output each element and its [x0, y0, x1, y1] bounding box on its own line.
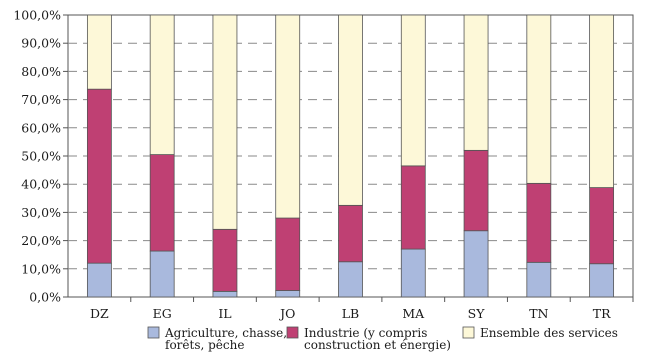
x-tick-label: DZ [90, 306, 109, 321]
bar-segment-ma-s3 [400, 14, 426, 167]
x-tick-label: IL [218, 306, 231, 321]
bar-segment-eg-s3 [149, 14, 175, 155]
bar-segment-tr-s2 [589, 187, 615, 265]
y-tick-label: 70,0% [21, 92, 61, 107]
y-tick-label: 30,0% [21, 205, 61, 220]
x-tick-label: MA [402, 306, 425, 321]
legend-swatch [147, 326, 160, 339]
x-tick-label: EG [153, 306, 172, 321]
x-tick-label: TN [529, 306, 548, 321]
y-tick-label: 90,0% [21, 36, 61, 51]
y-axis: 0,0% 10,0% 20,0% 30,0% 40,0% 50,0% 60,0% 70,0% 8… [13, 8, 68, 305]
legend-label-line: forêts, pêche [165, 338, 244, 352]
legend-label-line: Agriculture, chasse, [164, 326, 287, 340]
bar-segment-tn-s3 [526, 14, 552, 184]
y-tick-label: 20,0% [21, 233, 61, 248]
x-tick-label: JO [278, 306, 295, 321]
y-tick-label: 100,0% [13, 8, 61, 23]
bar-segment-sy-s2 [463, 149, 489, 232]
y-tick-label: 60,0% [21, 120, 61, 135]
bar-segment-ma-s2 [400, 165, 426, 250]
bar-segment-sy-s1 [463, 230, 489, 298]
bar-segment-lb-s3 [338, 14, 363, 206]
bar-segment-il-s2 [212, 228, 238, 292]
x-tick-label: TR [593, 306, 611, 321]
bar-segment-lb-s2 [338, 204, 363, 263]
bar-segment-jo-s2 [275, 217, 301, 291]
legend-label-line: Ensemble des services [480, 326, 618, 340]
bar-segment-jo-s3 [275, 14, 301, 219]
y-tick-label: 0,0% [29, 290, 61, 305]
bar-segment-dz-s1 [86, 262, 112, 298]
x-tick-label: LB [342, 306, 360, 321]
y-tick-label: 40,0% [21, 177, 61, 192]
bar-segment-il-s1 [212, 290, 238, 298]
bar-segment-tr-s1 [589, 263, 615, 298]
legend-label: Agriculture, chasse, forêts, pêche [164, 326, 287, 352]
x-tick-label: SY [468, 306, 486, 321]
legend-label: Industrie (y compris construction et éner… [304, 326, 451, 352]
bar-segment-tr-s3 [589, 14, 615, 188]
legend-label-line: Industrie (y compris [304, 326, 427, 340]
y-tick-label: 10,0% [21, 261, 61, 276]
bar-segment-dz-s3 [86, 14, 112, 90]
bar-segment-dz-s2 [86, 88, 112, 264]
bar-segment-il-s3 [212, 14, 238, 230]
bar-segment-jo-s1 [275, 290, 301, 298]
bar-segment-tn-s1 [526, 261, 552, 298]
bar-segment-ma-s1 [400, 248, 426, 298]
bar-segment-eg-s2 [149, 154, 175, 252]
y-tick-label: 50,0% [21, 149, 61, 164]
bar-segment-eg-s1 [149, 250, 175, 298]
bar-segment-tn-s2 [526, 182, 552, 263]
legend-swatch [462, 326, 475, 339]
legend-label: Ensemble des services [480, 326, 618, 340]
bar-segment-sy-s3 [463, 14, 489, 151]
legend: Agriculture, chasse, forêts, pêche Industr… [147, 326, 618, 352]
legend-label-line: construction et énergie) [304, 338, 451, 352]
y-tick-label: 80,0% [21, 64, 61, 79]
x-axis: DZ EG IL JO LB MA SY TN TR [90, 297, 634, 321]
bar-segment-lb-s1 [338, 261, 363, 298]
bars [86, 14, 615, 298]
legend-swatch [286, 326, 299, 339]
